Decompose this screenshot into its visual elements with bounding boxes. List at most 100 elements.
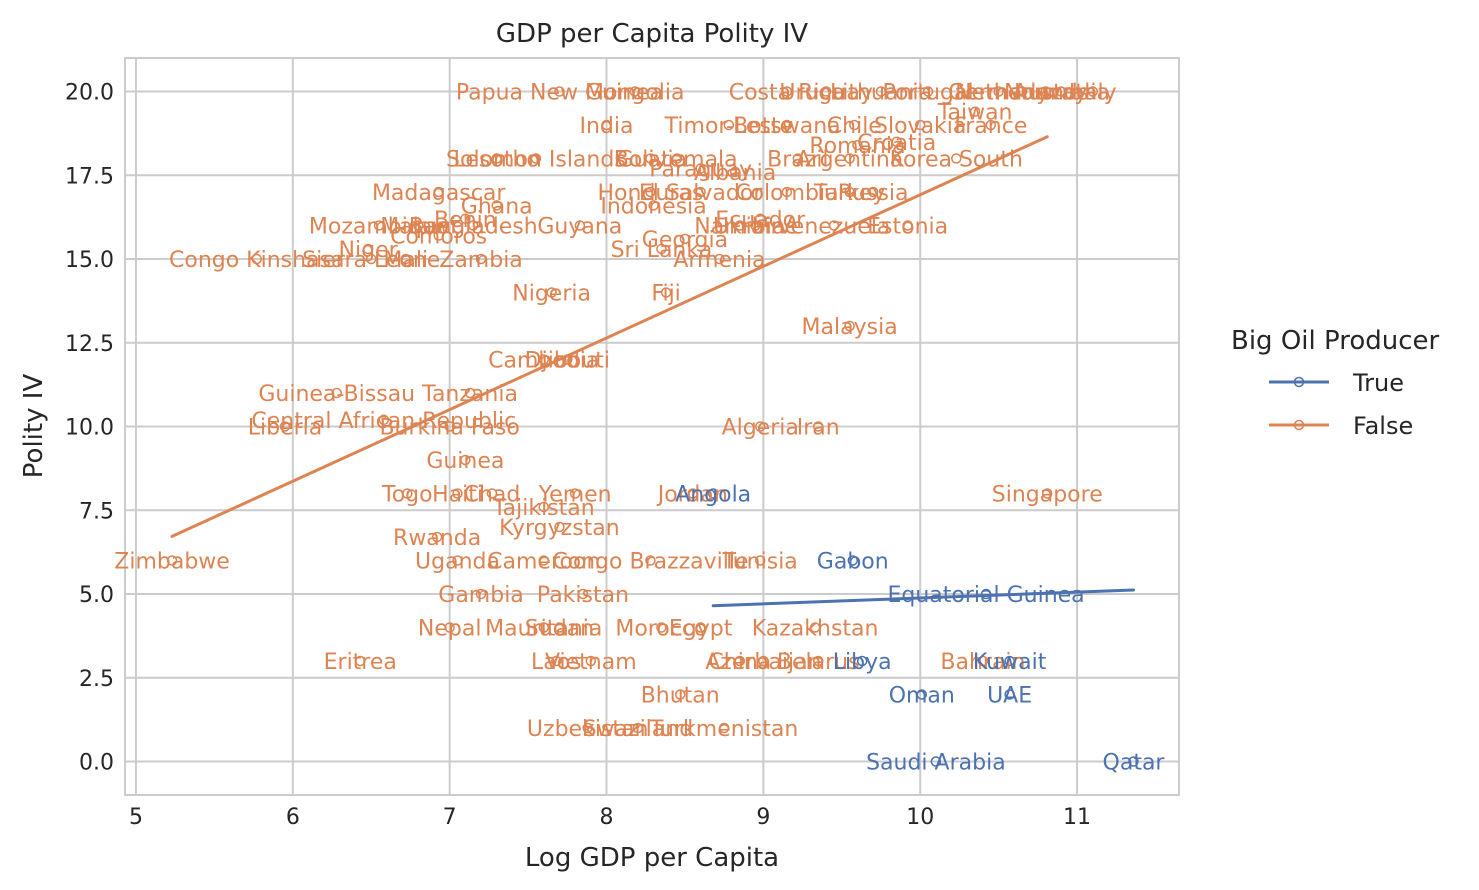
data-point — [460, 454, 471, 466]
point-label: Tajikistan — [492, 496, 595, 521]
point-label: Portugal — [882, 81, 973, 106]
point-label: Turkmenistan — [649, 717, 798, 742]
point-label: Armenia — [673, 248, 765, 273]
data-point — [844, 153, 855, 164]
data-point — [916, 689, 928, 700]
data-point — [985, 119, 997, 131]
data-point — [355, 655, 366, 667]
point-label: Madagascar — [372, 181, 506, 206]
point-label: El Salvador — [639, 181, 763, 206]
point-label: Netherlands — [955, 81, 1089, 106]
data-point — [695, 186, 706, 198]
point-label: Benin — [434, 208, 497, 233]
data-point — [378, 414, 390, 426]
data-point — [660, 287, 672, 298]
point-label: Tanzania — [421, 382, 518, 407]
data-point — [729, 166, 741, 178]
point-label: Equatorial Guinea — [887, 583, 1084, 608]
data-point — [1016, 86, 1028, 97]
data-point — [781, 119, 793, 131]
point-label: Malawi — [380, 215, 456, 240]
x-tick-labels: 5 6 7 8 9 10 11 — [129, 805, 1091, 830]
point-label: Jordan — [656, 483, 728, 508]
legend-label-false: False — [1353, 412, 1413, 440]
data-point — [867, 186, 879, 198]
chart-title: GDP per Capita Polity IV — [496, 19, 808, 49]
point-label: Cambodia — [488, 349, 599, 374]
point-label: Sierra Leone — [302, 248, 440, 273]
data-point — [373, 220, 385, 231]
data-point — [813, 421, 824, 432]
data-point — [828, 220, 840, 231]
point-label: Nigeria — [512, 282, 591, 307]
data-point — [849, 119, 860, 131]
point-label: Namibia — [694, 215, 785, 240]
data-point — [562, 354, 573, 365]
data-point — [754, 555, 766, 566]
x-tick-label: 9 — [756, 805, 770, 830]
data-point — [530, 153, 542, 164]
point-label: Cameroon — [487, 550, 600, 575]
data-point — [993, 86, 1004, 97]
point-label: Sri Lanka — [611, 238, 713, 263]
data-point — [444, 421, 455, 432]
data-point — [671, 153, 683, 164]
data-point — [754, 421, 766, 432]
data-point — [914, 119, 926, 131]
point-label: Ukraine — [713, 215, 798, 240]
data-point — [844, 186, 855, 198]
point-label: Iran — [797, 416, 840, 441]
point-label: Guinea — [426, 449, 504, 474]
data-point — [951, 153, 962, 164]
point-label: Laos — [531, 650, 582, 675]
data-point — [582, 722, 593, 734]
data-point — [758, 655, 769, 667]
y-tick-label: 10.0 — [65, 416, 114, 441]
data-point — [413, 220, 424, 231]
point-label: Kazakhstan — [752, 617, 879, 642]
point-label: Qatar — [1103, 751, 1166, 776]
point-label: Germany — [948, 81, 1049, 106]
point-label: Niger — [339, 238, 399, 263]
data-point — [792, 153, 804, 164]
y-tick-label: 17.5 — [65, 164, 114, 189]
data-point — [1004, 655, 1015, 667]
data-point — [400, 253, 412, 265]
point-label: Eritrea — [324, 650, 397, 675]
data-point — [486, 488, 498, 499]
point-label: Liberia — [248, 416, 323, 441]
point-label: Italy — [1069, 81, 1117, 106]
point-label: China — [708, 650, 771, 675]
point-label: Uganda — [415, 550, 500, 575]
data-point — [554, 622, 565, 633]
y-axis-title: Polity IV — [19, 374, 49, 479]
data-point — [781, 86, 793, 97]
point-label: Zambia — [439, 248, 523, 273]
point-label: Norway — [1004, 81, 1087, 106]
point-label: Mauritania — [485, 617, 602, 642]
point-label: Swaziland — [583, 717, 694, 742]
point-label: Morocco — [615, 617, 707, 642]
fit-line-false — [170, 135, 1049, 538]
data-point — [902, 220, 913, 231]
data-point — [551, 655, 562, 667]
point-label: Lesotho — [454, 148, 540, 173]
point-label: Azerbaijan — [705, 650, 821, 675]
data-point — [875, 86, 887, 97]
data-point — [554, 86, 565, 97]
point-label: Honduras — [598, 181, 704, 206]
data-point — [1087, 86, 1098, 97]
data-point — [645, 555, 656, 566]
point-label: Fiji — [651, 282, 680, 307]
data-point — [695, 163, 706, 174]
legend-label-true: True — [1352, 369, 1404, 397]
data-point — [467, 220, 479, 231]
point-label: Chile — [827, 114, 882, 139]
data-point — [452, 555, 463, 566]
data-point — [674, 689, 686, 700]
data-point — [718, 722, 730, 734]
data-point — [452, 488, 463, 499]
fit-line-true — [711, 588, 1136, 608]
point-label: Romania — [809, 134, 905, 159]
data-point — [331, 387, 342, 399]
